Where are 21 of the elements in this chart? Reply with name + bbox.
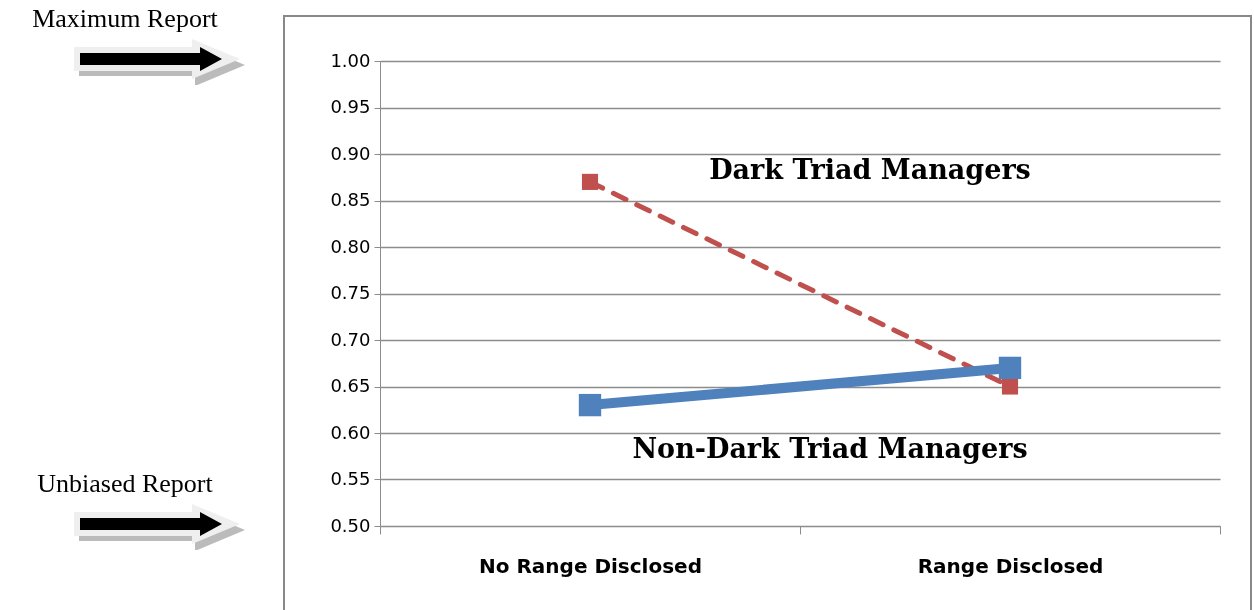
text: Maximum Report (32, 4, 219, 33)
y-tick-label: 0.85 (330, 189, 371, 210)
series-label: Dark Triad Managers (709, 154, 1031, 185)
series-label: Non-Dark Triad Managers (632, 433, 1028, 464)
y-tick-label: 0.80 (330, 235, 371, 257)
x-tick-label: Range Disclosed (917, 553, 1104, 578)
y-tick-label: 0.75 (330, 282, 371, 303)
point (578, 393, 602, 417)
y-tick-label: 0.90 (330, 142, 371, 164)
y-tick-label: 0.70 (330, 328, 371, 350)
point (581, 173, 599, 190)
y-tick-label: 1.00 (330, 49, 371, 71)
y-tick-label: 0.65 (330, 375, 371, 396)
point (1001, 378, 1019, 395)
x-tick-label: No Range Disclosed (478, 553, 703, 578)
y-tick-label: 0.60 (330, 421, 371, 443)
y-tick-label: 0.95 (330, 96, 371, 117)
point (998, 356, 1022, 380)
y-tick-label: 0.55 (330, 468, 371, 489)
y-tick-label: 0.50 (330, 514, 371, 536)
text: Unbiased Report (37, 469, 214, 498)
